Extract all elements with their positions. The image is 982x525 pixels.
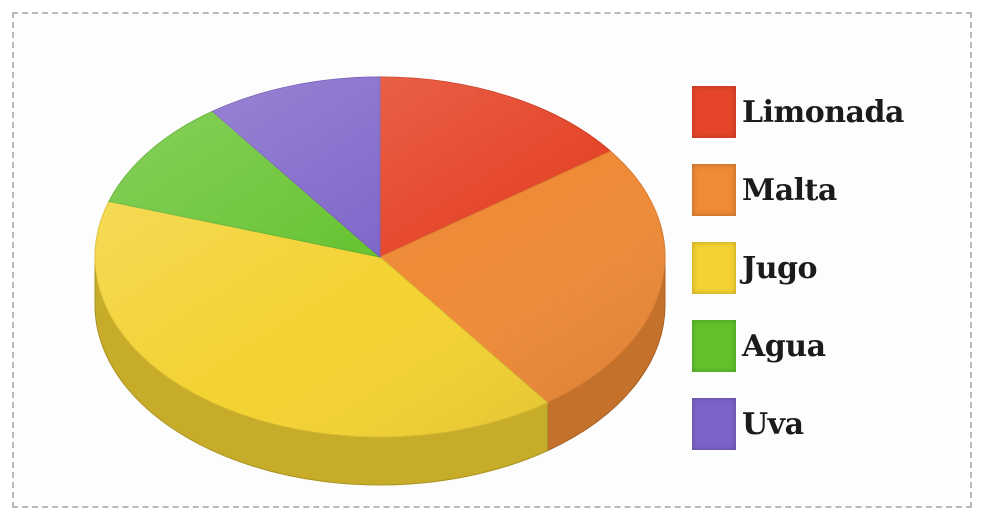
legend-item-uva: Uva	[692, 398, 904, 450]
legend-swatch	[692, 398, 736, 450]
legend-item-limonada: Limonada	[692, 86, 904, 138]
legend-item-jugo: Jugo	[692, 242, 904, 294]
legend-label: Jugo	[742, 250, 818, 286]
legend-label: Limonada	[742, 94, 904, 130]
pie-slices	[94, 76, 666, 438]
legend-label: Uva	[742, 406, 804, 442]
legend-swatch	[692, 164, 736, 216]
legend: Limonada Malta Jugo Agua Uva	[692, 86, 904, 476]
legend-item-malta: Malta	[692, 164, 904, 216]
legend-swatch	[692, 242, 736, 294]
legend-swatch	[692, 320, 736, 372]
legend-label: Agua	[742, 328, 826, 364]
legend-swatch	[692, 86, 736, 138]
legend-label: Malta	[742, 172, 837, 208]
legend-item-agua: Agua	[692, 320, 904, 372]
